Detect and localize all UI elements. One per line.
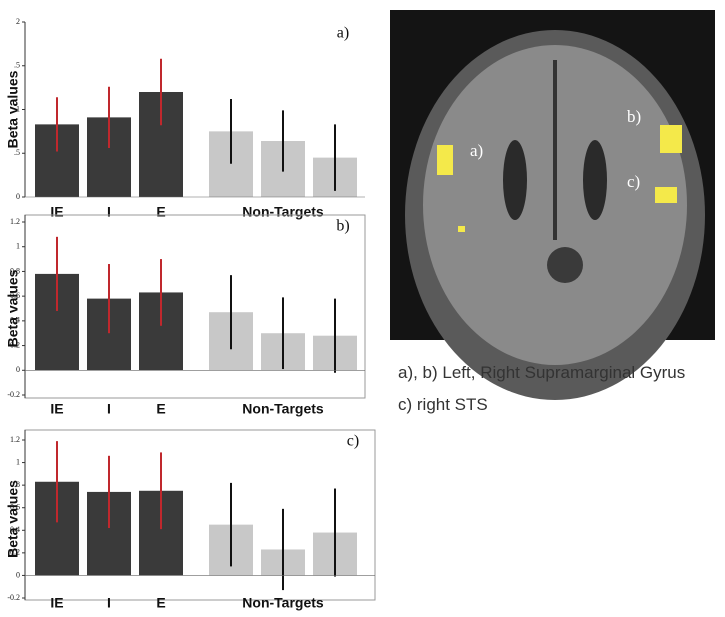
x-tick-label: IE (50, 401, 63, 417)
y-tick-label: -0.2 (7, 593, 20, 602)
image-label: b) (627, 107, 641, 126)
image-label: a) (470, 141, 483, 160)
y-axis-title: Beta values (5, 480, 21, 558)
group-label: Non-Targets (242, 401, 324, 417)
activation (437, 145, 453, 175)
y-tick-label: -0.2 (7, 390, 20, 399)
x-tick-label: I (107, 204, 111, 220)
panel-label: b) (336, 218, 349, 235)
y-tick-label: 1 (16, 242, 20, 251)
activation (660, 125, 682, 153)
y-tick-label: 0 (16, 192, 20, 201)
group-label: Non-Targets (242, 204, 324, 220)
y-tick-label: 0 (16, 570, 20, 579)
y-tick-label: .5 (14, 61, 20, 70)
group-label: Non-Targets (242, 595, 324, 611)
y-tick-label: 2 (16, 17, 20, 26)
caption: a), b) Left, Right Supramarginal Gyrus c… (398, 362, 718, 416)
y-axis-title: Beta values (5, 269, 21, 347)
y-tick-label: .5 (14, 148, 20, 157)
ventricle (503, 140, 527, 220)
caption-line: c) right STS (398, 394, 718, 416)
ventricle (583, 140, 607, 220)
x-tick-label: E (156, 595, 165, 611)
x-tick-label: E (156, 204, 165, 220)
brainstem (547, 247, 583, 283)
x-tick-label: E (156, 401, 165, 417)
caption-line: a), b) Left, Right Supramarginal Gyrus (398, 362, 718, 384)
figure: a) b) c) a), b) Left, Right Supramargina… (0, 0, 725, 612)
y-tick-label: 0 (16, 365, 20, 374)
x-tick-label: I (107, 401, 111, 417)
activation (458, 226, 465, 232)
image-label: c) (627, 172, 640, 191)
x-tick-label: IE (50, 204, 63, 220)
y-tick-label: 1.2 (10, 217, 20, 226)
panel-label: c) (347, 433, 359, 450)
y-axis-title: Beta values (5, 70, 21, 148)
y-tick-label: 1.2 (10, 435, 20, 444)
activation (655, 187, 677, 203)
brain-image: a) b) c) (390, 10, 715, 400)
caption-box: a), b) Left, Right Supramarginal Gyrus c… (398, 362, 718, 482)
y-tick-label: 1 (16, 457, 20, 466)
x-tick-label: IE (50, 595, 63, 611)
x-tick-label: I (107, 595, 111, 611)
panel-label: a) (337, 25, 349, 42)
